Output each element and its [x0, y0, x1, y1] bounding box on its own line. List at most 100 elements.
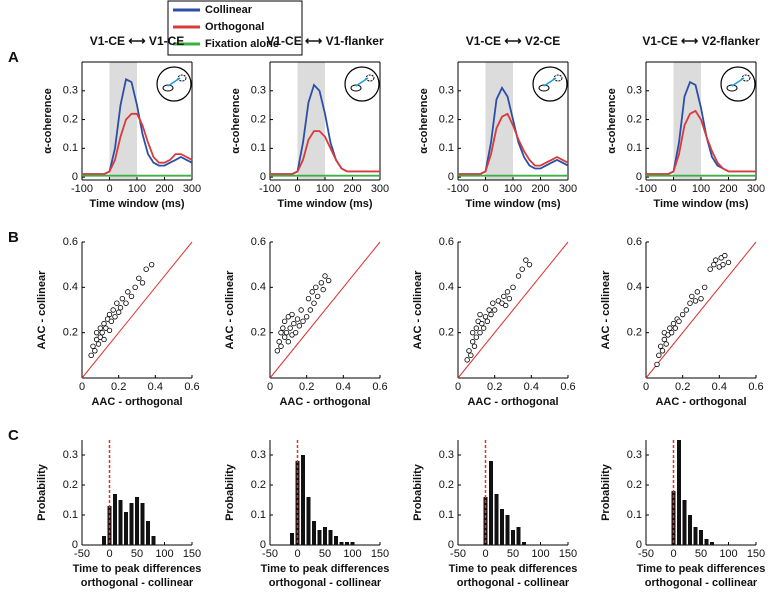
scatter-point: [278, 329, 284, 336]
histogram-bar: [129, 503, 134, 545]
histogram-bar: [290, 533, 294, 545]
y-tick-label: 0.3: [251, 85, 266, 97]
inset-icon: [720, 66, 756, 102]
identity-line: [269, 241, 381, 379]
scatter-point: [313, 284, 319, 291]
y-tick-label: 0.6: [439, 236, 454, 248]
y-tick-label: 0.2: [439, 327, 454, 339]
chart-title: V1-CE ⟷ V1-flanker: [266, 34, 384, 48]
x-axis-label: orthogonal - collinear: [457, 577, 570, 589]
y-axis-label: Probability: [36, 463, 48, 521]
y-tick-label: 0.1: [251, 509, 266, 521]
x-tick-label: 150: [559, 548, 577, 560]
histogram-bar: [505, 515, 510, 545]
histogram-bar: [140, 503, 145, 545]
scatter-point: [291, 320, 297, 327]
scatter-point: [668, 329, 675, 336]
histogram-bar: [323, 527, 327, 545]
x-tick-label: 0: [294, 548, 300, 560]
panel-label: B: [8, 229, 19, 246]
scatter-point: [468, 352, 474, 359]
scatter-point: [106, 311, 113, 318]
y-tick-label: 0.4: [251, 281, 266, 293]
x-axis-label: AAC - orthogonal: [91, 396, 182, 408]
y-tick-label: 0.3: [251, 449, 266, 461]
y-axis-label: AAC - collinear: [36, 270, 48, 350]
scatter-point: [92, 348, 98, 354]
y-tick-label: 0.1: [627, 509, 642, 521]
scatter-point: [667, 325, 673, 331]
scatter-point: [101, 320, 107, 327]
scatter-point: [97, 325, 104, 331]
x-axis-label: Time window (ms): [277, 198, 372, 210]
histogram-bar: [345, 542, 349, 545]
scatter-point: [679, 311, 686, 318]
scatter-point: [283, 329, 290, 336]
scatter-point: [477, 329, 483, 336]
scatter-point: [501, 293, 507, 300]
scatter-point: [683, 307, 690, 313]
histogram-bar: [151, 536, 156, 545]
scatter-point: [707, 266, 713, 272]
panel-label: A: [8, 49, 19, 66]
x-tick-label: 0: [106, 548, 112, 560]
histogram-bar: [146, 521, 150, 545]
scatter-point: [314, 293, 321, 300]
scatter-point: [473, 325, 480, 331]
x-tick-label: 0: [482, 548, 488, 560]
chart-title: V1-CE ⟷ V1-CE: [90, 34, 185, 48]
x-axis-label: AAC - orthogonal: [655, 396, 746, 408]
scatter-point: [114, 300, 120, 306]
scatter-point: [325, 277, 332, 284]
x-axis-label: Time to peak differences: [261, 563, 390, 575]
histogram-bar: [699, 530, 703, 545]
scatter-point: [294, 316, 301, 322]
scatter-point: [292, 329, 299, 336]
inset-icon: [365, 74, 375, 82]
x-axis-label: Time to peak differences: [73, 563, 202, 575]
chart-title: V1-CE ⟷ V2-flanker: [642, 34, 760, 48]
x-tick-label: -50: [638, 548, 654, 560]
y-axis-label: AAC - collinear: [412, 270, 424, 350]
y-tick-label: 0.2: [439, 113, 454, 125]
x-axis-label: AAC - orthogonal: [279, 396, 370, 408]
y-tick-label: 0.1: [627, 142, 642, 154]
scatter-point: [720, 261, 726, 268]
y-tick-label: 0: [260, 539, 266, 551]
y-axis-label: Probability: [224, 463, 236, 521]
scatter-point: [285, 339, 292, 345]
scatter-point: [486, 307, 492, 313]
scatter-point: [689, 293, 695, 300]
x-axis-label: Time to peak differences: [449, 563, 578, 575]
x-axis-label: orthogonal - collinear: [269, 577, 382, 589]
x-tick-label: -100: [447, 183, 469, 195]
histogram-bar: [350, 542, 355, 545]
y-tick-label: 0.2: [627, 479, 642, 491]
scatter-point: [115, 309, 122, 315]
y-tick-label: 0.3: [627, 85, 642, 97]
scatter-point: [490, 300, 496, 306]
scatter-point: [479, 320, 485, 327]
scatter-point: [303, 314, 310, 320]
legend-label: Orthogonal: [205, 21, 264, 33]
inset-icon: [344, 66, 380, 102]
x-axis-label: Time window (ms): [89, 198, 184, 210]
identity-line: [457, 241, 569, 379]
inset-icon: [162, 84, 174, 92]
x-axis-label: Time to peak differences: [637, 563, 766, 575]
scatter-point: [523, 257, 529, 263]
scatter-point: [698, 295, 704, 302]
histogram-bar: [693, 527, 698, 545]
x-tick-label: 150: [371, 548, 389, 560]
scatter-point: [110, 307, 116, 313]
identity-line: [645, 241, 757, 379]
scatter-point: [464, 357, 470, 363]
x-tick-label: 100: [155, 548, 173, 560]
histogram-bar: [511, 530, 515, 545]
